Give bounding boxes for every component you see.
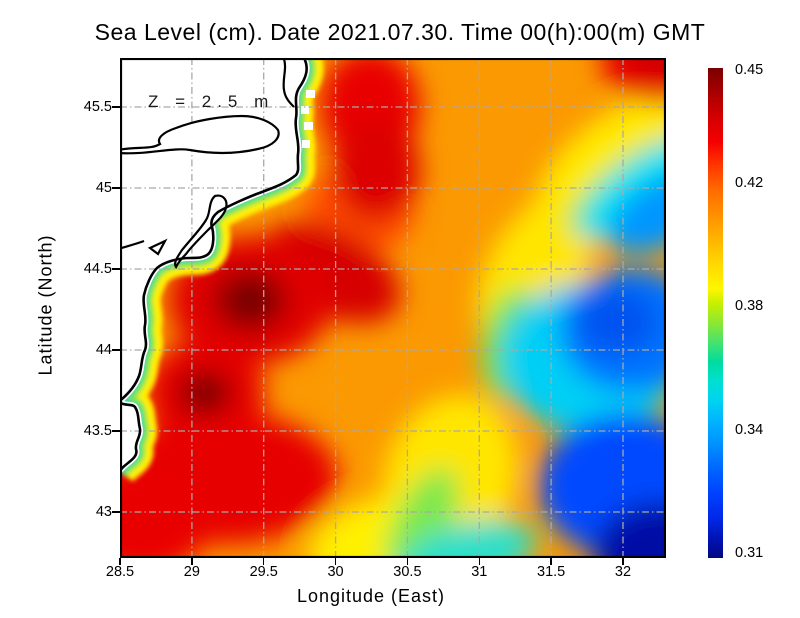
colorbar-tick-label: 0.38 — [735, 298, 764, 314]
colorbar-tick-label: 0.45 — [735, 62, 764, 78]
y-tick-label: 44.5 — [83, 261, 112, 277]
x-axis-label: Longitude (East) — [296, 586, 446, 606]
x-tick-label: 30.5 — [393, 564, 422, 580]
x-tick-label: 28.5 — [105, 564, 135, 580]
field-layers — [120, 58, 666, 558]
x-tick-mark — [262, 558, 265, 565]
x-tick-mark — [406, 558, 409, 565]
x-tick-mark — [334, 558, 337, 565]
sea-level-map — [120, 58, 666, 558]
y-tick-label: 45.5 — [83, 99, 112, 115]
x-tick-mark — [119, 558, 121, 565]
x-tick-mark — [191, 558, 193, 565]
y-tick-label: 44 — [95, 342, 112, 358]
colorbar-tick-label: 0.42 — [735, 175, 764, 191]
y-tick-label: 43 — [95, 504, 112, 520]
depth-annotation: Z = 2.5 m — [148, 92, 275, 111]
y-tick-mark — [112, 349, 120, 351]
x-tick-label: 30 — [327, 564, 344, 580]
plot-frame — [120, 58, 666, 558]
field-blobs — [120, 58, 666, 558]
x-tick-label: 31 — [471, 564, 488, 580]
y-tick-mark — [112, 187, 120, 189]
x-tick-mark — [550, 558, 552, 565]
x-tick-mark — [622, 558, 624, 565]
coastline — [120, 58, 308, 473]
x-tick-label: 32 — [614, 564, 632, 580]
y-tick-mark — [112, 268, 120, 270]
y-axis-label: Latitude (North) — [35, 234, 56, 376]
y-tick-mark — [112, 430, 120, 432]
x-tick-label: 31.5 — [537, 564, 566, 580]
colorbar-tick-label: 0.34 — [735, 422, 764, 438]
x-tick-label: 29 — [183, 564, 200, 580]
land — [120, 58, 307, 471]
x-tick-label: 29.5 — [249, 564, 278, 580]
x-tick-mark — [478, 558, 481, 565]
y-tick-mark — [112, 106, 120, 108]
y-tick-label: 43.5 — [83, 423, 112, 439]
y-tick-mark — [112, 511, 120, 513]
chart-title: Sea Level (cm). Date 2021.07.30. Time 00… — [94, 19, 706, 45]
masked-cells — [301, 90, 315, 148]
colorbar-tick-label: 0.31 — [735, 545, 764, 561]
y-tick-label: 45 — [95, 180, 112, 196]
colorbar — [708, 68, 723, 558]
